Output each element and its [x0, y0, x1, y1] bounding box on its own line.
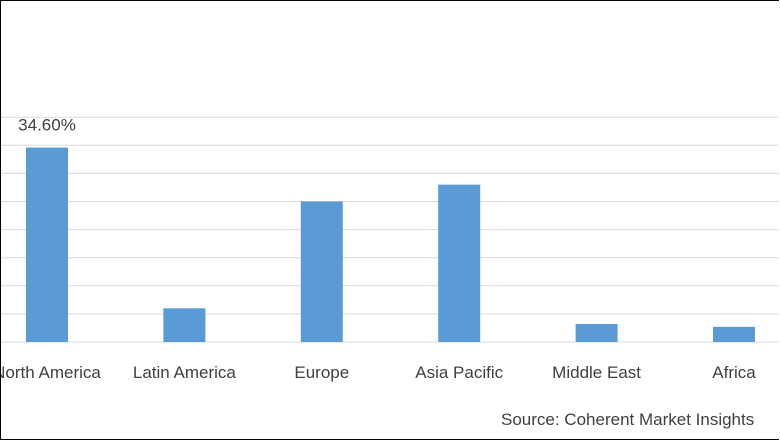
bar-middle-east — [575, 324, 618, 342]
x-tick-labels: North America Latin America Europe Asia Pac… — [1, 363, 756, 382]
x-tick-label: Latin America — [133, 363, 237, 382]
gridlines — [1, 116, 779, 315]
source-note: Source: Coherent Market Insights — [501, 410, 755, 429]
x-tick-label: Africa — [712, 363, 756, 382]
bar-africa — [713, 326, 755, 342]
data-labels: 34.60% — [18, 116, 76, 135]
bar-north-america — [26, 147, 68, 342]
x-tick-label: Middle East — [552, 363, 641, 382]
data-label: 34.60% — [18, 116, 76, 135]
x-tick-label: Asia Pacific — [415, 363, 503, 382]
bar-latin-america — [163, 308, 206, 342]
bars — [26, 147, 755, 342]
bar-asia-pacific — [438, 184, 481, 342]
x-tick-label: North America — [1, 363, 101, 382]
bar-europe — [300, 201, 343, 342]
x-tick-label: Europe — [294, 363, 349, 382]
